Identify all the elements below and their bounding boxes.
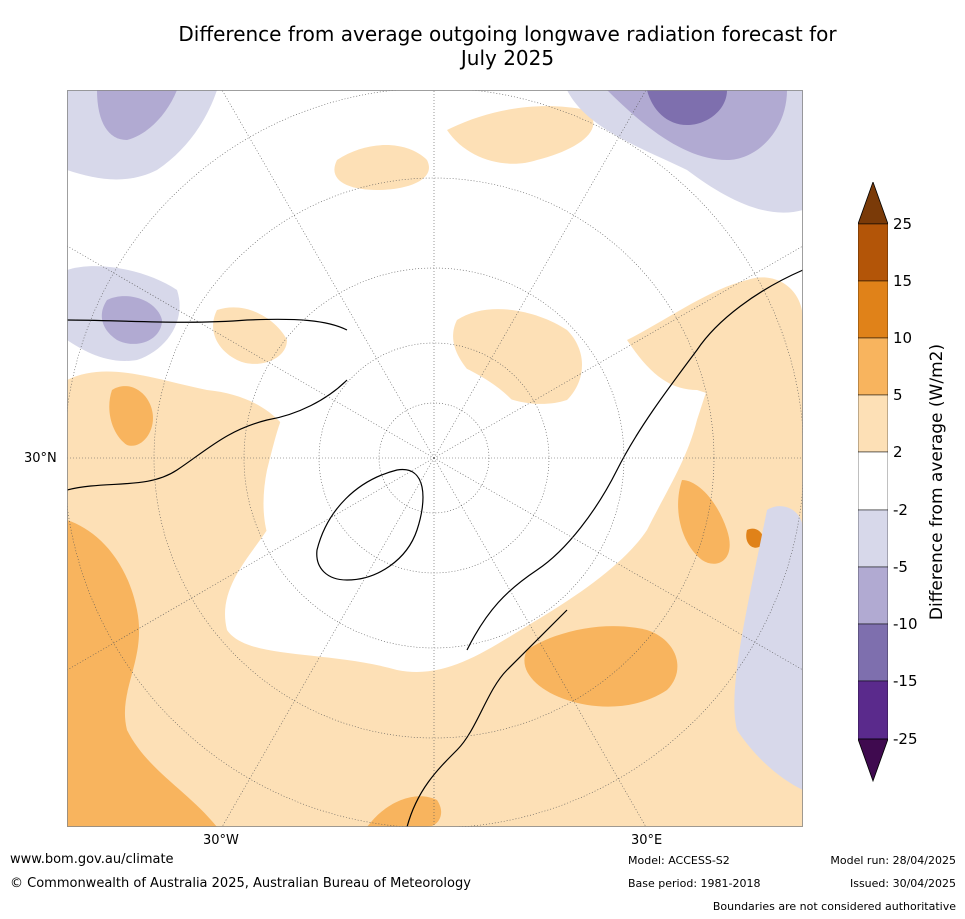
- alaska-coast: [67, 318, 348, 331]
- colorbar: [858, 182, 888, 782]
- meridian-30w: [221, 457, 435, 827]
- forecast-map: [67, 90, 803, 827]
- lon-label-30w: 30°W: [203, 833, 239, 848]
- footer-website: www.bom.gov.au/climate: [10, 852, 174, 867]
- anomaly-region-neg5-nw-top: [97, 90, 177, 140]
- colorbar-band-2-5: [858, 394, 888, 453]
- map-title-line1: Difference from average outgoing longwav…: [178, 22, 837, 46]
- meridian-30e: [433, 457, 647, 827]
- footer-base-period: Base period: 1981-2018: [628, 877, 761, 890]
- footer-issued: Issued: 30/04/2025: [849, 877, 956, 890]
- footer-disclaimer: Boundaries are not considered authoritat…: [712, 900, 956, 913]
- anomaly-region-pos2-pacific: [447, 106, 594, 164]
- meridian-120e: [433, 245, 803, 459]
- map-title-line2: July 2025: [460, 46, 555, 70]
- colorbar-extension-top: [858, 182, 888, 225]
- colorbar-tick-5: 5: [893, 386, 903, 404]
- anomaly-region-pos5-med: [367, 796, 442, 827]
- colorbar-tick-neg15: -15: [893, 672, 918, 690]
- colorbar-band-neg15-neg25: [858, 680, 888, 740]
- anomaly-region-pos5-atlantic: [67, 520, 217, 827]
- anomaly-region-pos2-north: [334, 145, 429, 190]
- colorbar-band-5-10: [858, 337, 888, 396]
- anomaly-region-pos5-canada: [109, 386, 153, 446]
- footer-model-run: Model run: 28/04/2025: [830, 854, 956, 867]
- forecast-map-svg: [67, 90, 803, 827]
- colorbar-band-15-25: [858, 223, 888, 282]
- map-title: Difference from average outgoing longwav…: [100, 22, 915, 70]
- colorbar-tick-10: 10: [893, 329, 913, 347]
- eurasia-coast: [466, 269, 803, 651]
- footer-model: Model: ACCESS-S2: [628, 854, 730, 867]
- colorbar-band-neg5-neg10: [858, 566, 888, 625]
- colorbar-band-neutral: [858, 451, 888, 511]
- anomaly-region-neutral-arctic: [263, 350, 537, 599]
- colorbar-tick-2: 2: [893, 443, 903, 461]
- anomaly-region-pos2-siberia: [627, 277, 803, 420]
- map-frame: [67, 90, 803, 827]
- colorbar-tick-neg10: -10: [893, 615, 918, 633]
- europe-coast: [406, 609, 568, 827]
- colorbar-extension-bottom: [858, 738, 888, 782]
- colorbar-title: Difference from average (W/m2): [927, 343, 947, 621]
- canada-coast: [67, 379, 348, 491]
- meridian-60e: [433, 457, 803, 671]
- anomaly-region-neg5-west: [101, 296, 162, 344]
- colorbar-tick-15: 15: [893, 272, 913, 290]
- colorbar-band-10-15: [858, 280, 888, 339]
- anomaly-region-neg10-ne-top: [647, 90, 727, 125]
- anomaly-region-neg2-east: [734, 506, 803, 790]
- colorbar-tick-neg5: -5: [893, 558, 908, 576]
- anomaly-region-neg5-ne-top: [607, 90, 787, 160]
- lon-label-30e: 30°E: [631, 833, 663, 848]
- graticule: [67, 90, 803, 827]
- colorbar-band-neg2-neg5: [858, 509, 888, 568]
- colorbar-band-neg10-neg15: [858, 623, 888, 682]
- footer-copyright: © Commonwealth of Australia 2025, Austra…: [10, 876, 471, 891]
- colorbar-tick-neg2: -2: [893, 501, 908, 519]
- anomaly-region-pos5-east: [678, 480, 730, 564]
- colorbar-tick-neg25: -25: [893, 730, 918, 748]
- anomaly-region-pos10-spot: [746, 528, 764, 548]
- greenland-coast: [316, 469, 424, 581]
- anomaly-region-pos5-europe: [524, 626, 678, 707]
- colorbar-tick-25: 25: [893, 215, 913, 233]
- lat-label-30n: 30°N: [24, 451, 57, 466]
